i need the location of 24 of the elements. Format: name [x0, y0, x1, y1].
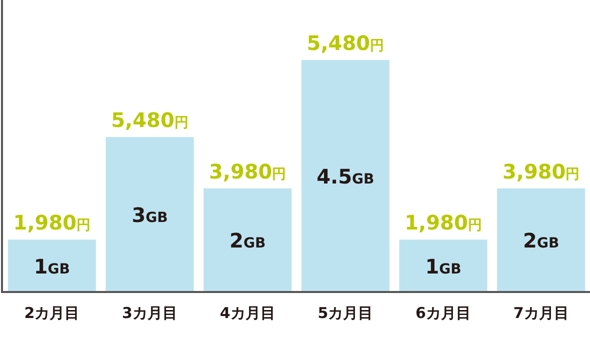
bar	[8, 240, 96, 291]
bar	[301, 60, 390, 291]
bar	[106, 137, 194, 291]
annotation: 1,980円	[13, 210, 91, 235]
bar	[204, 188, 292, 291]
x-tick-label: 5カ月目	[318, 304, 374, 322]
data-label: 1GB	[425, 254, 462, 278]
data-label: 4.5GB	[316, 164, 374, 188]
x-tick-label: 2カ月目	[24, 304, 80, 322]
data-label: 3GB	[132, 203, 168, 227]
annotation: 5,480円	[111, 108, 188, 132]
bar	[497, 188, 586, 291]
x-tick-label: 7カ月目	[513, 304, 569, 322]
x-tick-label: 6カ月目	[416, 304, 471, 322]
annotation: 5,480円	[306, 31, 384, 55]
annotation: 3,980円	[208, 159, 286, 184]
data-label: 2GB	[230, 228, 266, 253]
data-label: 2GB	[523, 228, 560, 253]
x-tick-label: 3カ月目	[122, 304, 178, 322]
data-label: 1GB	[34, 254, 70, 278]
x-tick-label: 4カ月目	[220, 304, 276, 322]
annotation: 3,980円	[502, 159, 580, 184]
bar	[399, 240, 488, 291]
annotation: 1,980円	[404, 210, 482, 235]
